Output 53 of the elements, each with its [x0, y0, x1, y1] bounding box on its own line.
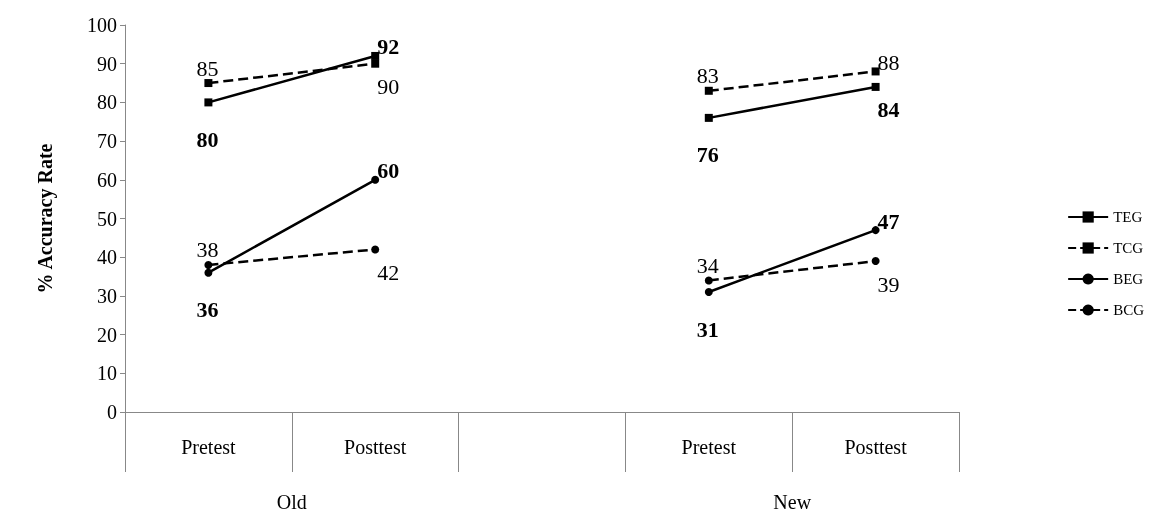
legend-label: BEG: [1113, 271, 1144, 287]
point: [371, 59, 380, 68]
data-label: 34: [696, 252, 719, 278]
text: New: [773, 491, 812, 513]
data-label: 83: [696, 63, 719, 89]
legend-label: TCG: [1113, 240, 1144, 256]
point: [871, 82, 880, 91]
y-tick-label: 100: [87, 14, 117, 36]
y-tick-label: 20: [97, 323, 117, 346]
data-label: 36: [196, 297, 219, 323]
point: [371, 245, 380, 254]
data-label: 39: [877, 271, 900, 297]
data-label: 38: [196, 237, 219, 263]
y-tick-label: 60: [97, 168, 117, 191]
y-tick-label: 10: [97, 362, 117, 385]
data-label: 90: [377, 74, 400, 100]
data-label: 76: [696, 142, 719, 168]
y-tick-label: 30: [97, 284, 117, 307]
y-tick-label: 90: [97, 52, 117, 75]
point: [204, 268, 213, 277]
point: [704, 86, 713, 95]
point: [704, 288, 713, 297]
x-tick-label: Posttest: [844, 436, 908, 458]
y-axis-title: % Accuracy Rate: [34, 143, 57, 294]
data-label: 80: [196, 126, 219, 152]
data-label: 85: [196, 55, 219, 81]
point: [704, 276, 713, 285]
point: [204, 79, 213, 88]
x-tick-label: Pretest: [681, 436, 737, 458]
y-tick-label: 40: [97, 246, 117, 269]
legend-label: BCG: [1113, 302, 1145, 318]
data-label: 92: [377, 34, 400, 60]
y-tick-label: 0: [107, 401, 117, 423]
point: [871, 67, 880, 76]
data-label: 60: [377, 158, 400, 184]
point: [204, 98, 213, 107]
point: [704, 113, 713, 122]
data-label: 42: [377, 259, 400, 285]
data-label: 31: [696, 316, 719, 342]
point: [371, 51, 380, 60]
legend-label: TEG: [1113, 209, 1143, 225]
data-label: 47: [877, 208, 900, 234]
point: [371, 175, 380, 184]
data-label: 88: [877, 49, 900, 75]
point: [871, 257, 880, 266]
y-tick-label: 80: [97, 91, 117, 114]
x-tick-label: Posttest: [344, 436, 407, 458]
point: [204, 260, 213, 269]
y-tick-label: 50: [97, 207, 117, 230]
data-label: 84: [877, 97, 900, 123]
y-tick-label: 70: [97, 130, 117, 153]
x-tick-label: Pretest: [181, 436, 237, 458]
text: Old: [276, 491, 307, 513]
